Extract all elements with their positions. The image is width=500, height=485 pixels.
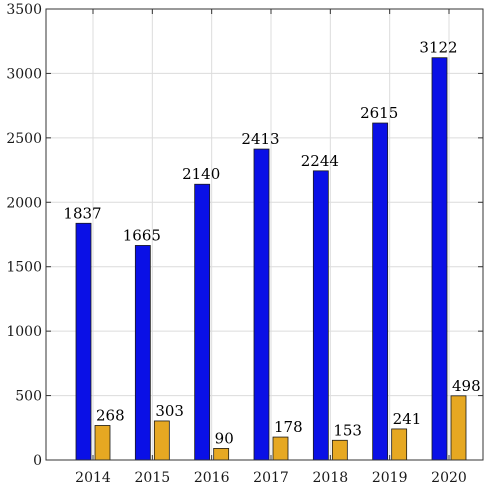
bar-series-2 [450, 395, 467, 461]
bar-series-1 [75, 222, 92, 461]
y-tick-label: 2500 [6, 131, 42, 147]
plot-frame [45, 8, 484, 461]
y-tick-label: 1500 [6, 260, 42, 276]
bar-group [75, 57, 467, 461]
bar-series-1 [431, 57, 448, 461]
bar-series-2 [272, 436, 289, 461]
y-tick-labels: 0 500 1000 1500 2000 2500 3000 3500 [6, 2, 42, 469]
bar-series-2 [153, 420, 170, 461]
data-label: 178 [274, 418, 303, 436]
x-tick-label: 2019 [372, 470, 408, 485]
y-tick-label: 500 [15, 389, 42, 405]
data-label: 2413 [241, 130, 279, 148]
data-label: 153 [333, 421, 362, 439]
x-tick-label: 2016 [194, 470, 230, 485]
bar-series-2 [213, 448, 230, 461]
bar-series-2 [331, 439, 348, 461]
y-tick-label: 3500 [6, 2, 42, 18]
data-label: 1837 [63, 204, 101, 222]
bar-series-2 [391, 428, 408, 461]
x-tick-labels: 2014 2015 2016 2017 2018 2019 2020 [75, 470, 467, 485]
data-labels: 1837 1665 2140 2413 2244 2615 3122 268 303 90 178 1… [63, 39, 480, 448]
bar-series-1 [194, 183, 211, 461]
y-tick-label: 1000 [6, 324, 42, 340]
bar-series-1 [312, 170, 329, 461]
y-tick-label: 2000 [6, 195, 42, 211]
x-tick-label: 2015 [135, 470, 171, 485]
bar-series-2 [94, 425, 111, 461]
data-label: 2140 [182, 165, 220, 183]
data-label: 1665 [123, 226, 161, 244]
x-tick-label: 2020 [431, 470, 467, 485]
x-tick-label: 2014 [75, 470, 111, 485]
data-label: 2244 [301, 152, 339, 170]
data-label: 241 [393, 410, 422, 428]
x-tick-label: 2017 [253, 470, 289, 485]
data-label: 2615 [360, 104, 398, 122]
data-label: 90 [215, 429, 234, 447]
bar-series-1 [134, 245, 151, 461]
y-tick-label: 3000 [6, 66, 42, 82]
data-label: 3122 [419, 39, 457, 57]
x-tick-label: 2018 [313, 470, 349, 485]
data-label: 268 [96, 406, 125, 424]
bar-series-1 [372, 122, 389, 461]
data-label: 303 [155, 402, 184, 420]
y-tick-label: 0 [33, 453, 42, 469]
data-label: 498 [452, 377, 481, 395]
bar-series-1 [253, 148, 270, 461]
tick-marks [46, 8, 483, 461]
